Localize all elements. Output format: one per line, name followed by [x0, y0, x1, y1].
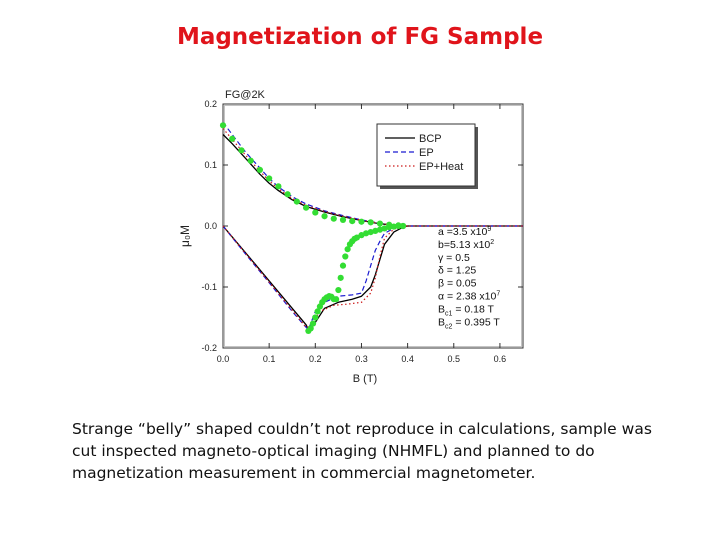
series-line-bcp	[222, 225, 408, 331]
data-point	[353, 234, 360, 241]
series-line-ep-heat	[222, 128, 523, 227]
data-point	[358, 218, 365, 225]
x-tick-label: 0.4	[401, 354, 414, 364]
y-tick-label: -0.2	[201, 343, 217, 353]
data-point	[312, 314, 319, 321]
legend-entry: BCP	[419, 133, 442, 145]
data-point	[312, 209, 319, 216]
data-point	[367, 219, 374, 226]
data-point	[337, 274, 344, 281]
data-point	[349, 218, 356, 225]
x-tick-label: 0.5	[448, 354, 461, 364]
legend-entry: EP+Heat	[419, 161, 463, 173]
data-point	[395, 222, 402, 230]
slide-title: Magnetization of FG Sample	[176, 24, 544, 50]
parameter-annotation: b=5.13 x102	[438, 239, 494, 251]
panel-label: FG@2K	[225, 89, 266, 101]
legend-box	[376, 123, 476, 187]
parameter-annotation: α = 2.38 x107	[438, 291, 500, 303]
data-point	[309, 320, 317, 327]
data-point	[399, 222, 407, 230]
data-point	[321, 213, 328, 220]
data-point	[302, 204, 310, 211]
data-point	[335, 286, 342, 294]
data-point	[386, 224, 393, 231]
x-axis-label: B (T)	[353, 373, 377, 385]
parameter-annotation: δ = 1.25	[438, 265, 476, 277]
data-point	[342, 253, 349, 260]
data-point	[339, 216, 347, 223]
y-axis-label: μ₀M	[178, 225, 192, 247]
parameter-annotation: γ = 0.5	[438, 252, 470, 264]
x-tick-label: 0.3	[355, 354, 368, 364]
y-tick-label: -0.1	[201, 282, 217, 292]
x-tick-label: 0.0	[217, 354, 230, 364]
data-point	[332, 296, 340, 303]
series-line-ep	[222, 225, 408, 331]
parameter-annotation: Bc2 = 0.395 T	[438, 316, 500, 330]
slide-caption: Strange “belly” shaped couldn’t not repr…	[72, 420, 652, 482]
data-point	[284, 191, 291, 198]
data-point	[219, 122, 227, 129]
data-point	[293, 198, 300, 205]
data-point	[275, 183, 282, 190]
parameter-annotation: Bc1 = 0.18 T	[438, 303, 495, 317]
data-point	[307, 325, 314, 332]
y-tick-label: 0.0	[204, 221, 217, 231]
data-point	[339, 262, 347, 269]
x-tick-label: 0.1	[263, 354, 276, 364]
data-point	[266, 175, 273, 182]
data-point	[390, 223, 397, 230]
data-point	[314, 308, 321, 315]
data-point	[247, 157, 254, 164]
data-point	[256, 166, 264, 173]
parameter-annotation: a =3.5 x109	[438, 226, 491, 238]
data-point	[376, 220, 384, 227]
data-point	[344, 246, 351, 253]
legend-entry: EP	[419, 147, 434, 159]
y-tick-label: 0.2	[204, 99, 217, 109]
series-line-ep-heat	[222, 225, 408, 328]
x-tick-label: 0.6	[494, 354, 507, 364]
data-point	[229, 135, 236, 142]
data-point	[238, 147, 245, 154]
y-tick-label: 0.1	[204, 160, 217, 170]
magnetization-chart: 0.0 0.1 0.2 0.3 0.4 0.5 0.6 -0.2 -0.1 0.0 0.1 0.2 B …	[178, 89, 524, 385]
x-tick-label: 0.2	[309, 354, 322, 364]
data-point	[330, 215, 337, 222]
parameter-annotation: β = 0.05	[438, 278, 477, 290]
